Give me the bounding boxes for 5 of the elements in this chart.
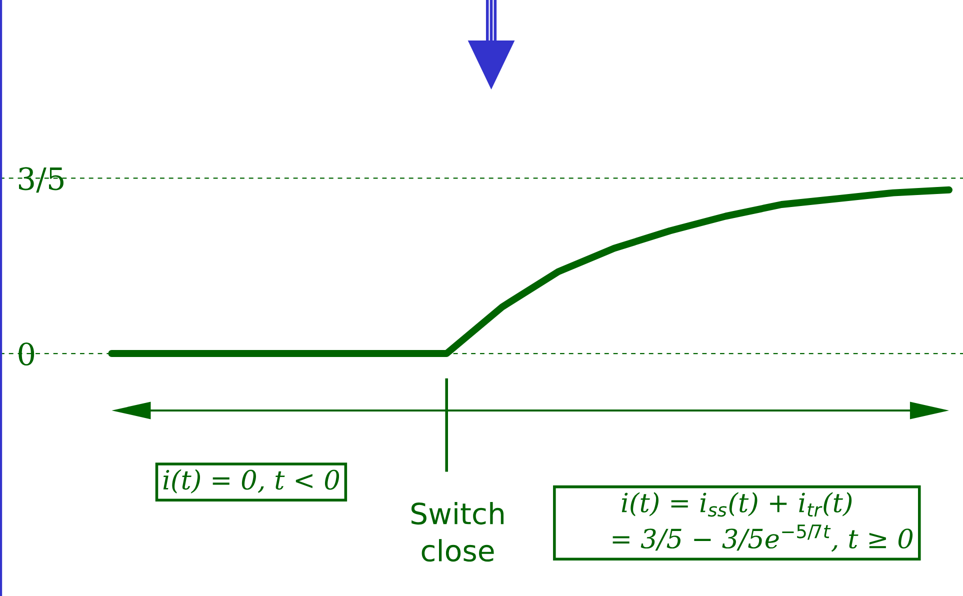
y-tick-label: 3/5	[18, 167, 64, 193]
annotation: Switch close	[411, 502, 504, 562]
annotation: i(t) = 0, t < 0	[163, 469, 340, 494]
text: i(t) = i$_{ss}$(t) + i$_{tr}$(t) = 3/5 − 3/5e$^{−5/7t}$, t ≥ 0	[612, 492, 913, 552]
y-tick-label: 0	[18, 342, 34, 366]
